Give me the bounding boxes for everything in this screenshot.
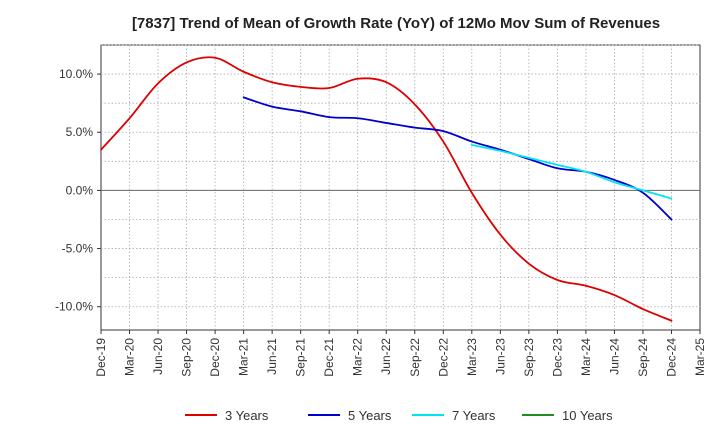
y-tick-label: 10.0% bbox=[59, 67, 93, 81]
legend-label: 5 Years bbox=[348, 408, 392, 423]
x-tick-label: Dec-20 bbox=[208, 338, 222, 377]
x-tick-label: Mar-22 bbox=[351, 338, 365, 376]
series-lines bbox=[100, 56, 673, 322]
chart-title: [7837] Trend of Mean of Growth Rate (YoY… bbox=[132, 15, 660, 32]
legend-label: 7 Years bbox=[452, 408, 496, 423]
x-tick-label: Mar-25 bbox=[693, 338, 707, 376]
y-tick-label: 5.0% bbox=[66, 125, 94, 139]
legend: 3 Years 5 Years 7 Years 10 Years bbox=[185, 408, 613, 423]
series-line-3-years bbox=[100, 56, 673, 322]
y-tick-label: -10.0% bbox=[55, 300, 93, 314]
x-tick-label: Sep-21 bbox=[294, 338, 308, 377]
y-tick-label: 0.0% bbox=[66, 183, 94, 197]
x-tick-label: Dec-19 bbox=[94, 338, 108, 377]
x-tick-label: Sep-24 bbox=[636, 338, 650, 377]
y-tick-label: -5.0% bbox=[62, 242, 94, 256]
series-line-5-years bbox=[242, 96, 673, 221]
x-tick-label: Mar-21 bbox=[237, 338, 251, 376]
x-tick-label: Dec-24 bbox=[664, 338, 678, 377]
x-tick-label: Mar-23 bbox=[465, 338, 479, 376]
series-line-7-years bbox=[470, 144, 673, 200]
legend-label: 3 Years bbox=[225, 408, 269, 423]
x-tick-label: Jun-21 bbox=[265, 338, 279, 375]
plot-area bbox=[100, 44, 701, 331]
x-tick-label: Mar-24 bbox=[579, 338, 593, 376]
x-tick-label: Dec-22 bbox=[436, 338, 450, 377]
x-tick-label: Dec-21 bbox=[322, 338, 336, 377]
x-tick-label: Sep-23 bbox=[522, 338, 536, 377]
x-tick-label: Jun-24 bbox=[607, 338, 621, 375]
x-tick-label: Jun-20 bbox=[151, 338, 165, 375]
x-tick-label: Dec-23 bbox=[550, 338, 564, 377]
x-tick-label: Sep-20 bbox=[180, 338, 194, 377]
axes: 10.0% 5.0% 0.0% -5.0% -10.0% Dec-19 Mar-20 Jun-… bbox=[55, 67, 707, 377]
grid bbox=[100, 44, 701, 331]
legend-label: 10 Years bbox=[562, 408, 613, 423]
x-tick-label: Sep-22 bbox=[408, 338, 422, 377]
x-tick-label: Jun-23 bbox=[493, 338, 507, 375]
x-tick-label: Jun-22 bbox=[379, 338, 393, 375]
x-tick-label: Mar-20 bbox=[123, 338, 137, 376]
